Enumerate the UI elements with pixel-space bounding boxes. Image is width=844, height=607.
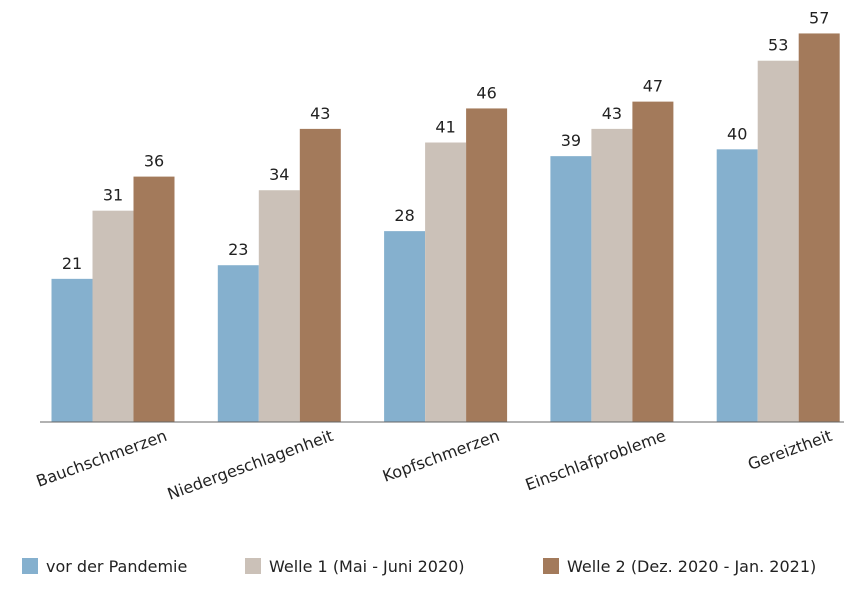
value-label: 40 (727, 124, 747, 143)
value-label: 34 (269, 165, 289, 184)
legend-swatch (22, 558, 38, 574)
legend-label: Welle 1 (Mai - Juni 2020) (269, 557, 465, 576)
value-label: 46 (476, 83, 496, 102)
bar (632, 101, 674, 422)
bar (258, 190, 300, 422)
value-label: 43 (602, 104, 622, 123)
bar (217, 265, 259, 422)
bar (299, 128, 341, 422)
bar (133, 176, 175, 422)
legend-label: Welle 2 (Dez. 2020 - Jan. 2021) (567, 557, 816, 576)
legend-label: vor der Pandemie (46, 557, 187, 576)
value-label: 57 (809, 8, 829, 27)
x-tick-label: Kopfschmerzen (380, 426, 502, 486)
bar (466, 108, 508, 422)
legend-swatch (245, 558, 261, 574)
bar (757, 60, 799, 422)
bar (591, 128, 633, 422)
value-label: 39 (561, 131, 581, 150)
x-tick-label: Niedergeschlagenheit (165, 426, 336, 504)
x-tick-label: Gereiztheit (745, 426, 834, 474)
bar (798, 33, 840, 422)
value-label: 28 (394, 206, 414, 225)
bar (384, 231, 426, 422)
bar (51, 278, 93, 422)
value-label: 36 (144, 152, 164, 171)
value-label: 23 (228, 240, 248, 259)
value-label: 43 (310, 104, 330, 123)
value-label: 47 (643, 77, 663, 96)
bar (550, 156, 592, 422)
value-label: 53 (768, 36, 788, 55)
legend-swatch (543, 558, 559, 574)
bar (716, 149, 758, 423)
value-label: 31 (103, 186, 123, 205)
bar (92, 210, 134, 422)
x-tick-label: Bauchschmerzen (34, 426, 170, 491)
value-label: 21 (62, 254, 82, 273)
x-tick-label: Einschlafprobleme (523, 426, 668, 494)
value-label: 41 (435, 118, 455, 137)
bar (425, 142, 467, 422)
